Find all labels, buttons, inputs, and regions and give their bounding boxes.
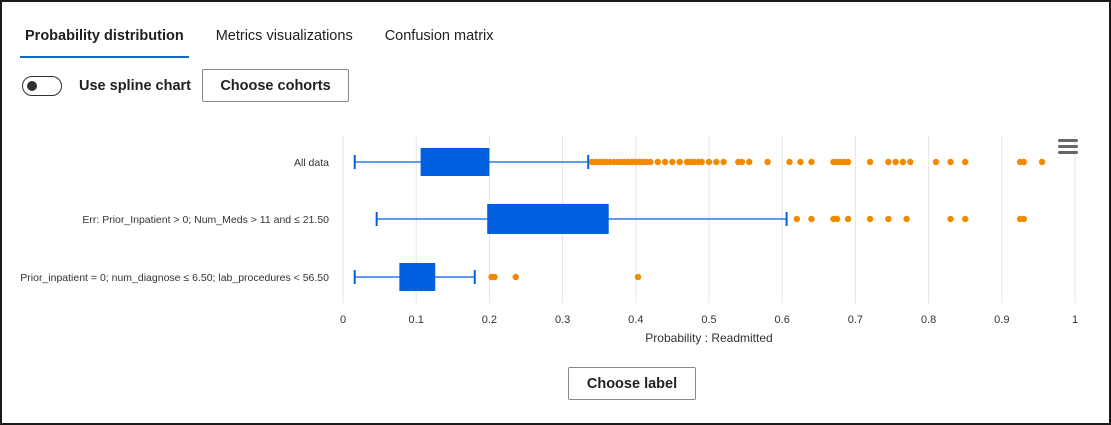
outlier-point [844,158,852,166]
outlier-point [705,158,713,166]
controls-row: Use spline chart Choose cohorts [22,69,350,102]
category-label: All data [294,157,329,169]
probability-chart: 0 0.1 0.2 0.3 0.4 0.5 0.6 0.7 0.8 0.9 1 Probability… [2,127,1109,357]
outlier-point [512,273,519,281]
choose-cohorts-button[interactable]: Choose cohorts [202,69,350,102]
x-tick-label: 0.3 [555,314,570,326]
outlier-point [1020,158,1027,166]
outlier-point [903,215,910,223]
x-tick-label: 1 [1072,314,1078,326]
x-tick-label: 0.4 [628,314,643,326]
x-tick-label: 0.7 [848,314,863,326]
outlier-point [669,158,676,166]
outlier-point [892,158,899,166]
tab-metrics-visualizations[interactable]: Metrics visualizations [215,28,353,44]
x-tick-label: 0.8 [921,314,936,326]
outlier-point [786,158,793,166]
outlier-point [899,158,907,166]
outlier-point [885,158,892,166]
chart-menu-icon[interactable] [1058,139,1078,155]
choose-label-button[interactable]: Choose label [568,367,696,400]
tab-probability-distribution[interactable]: Probability distribution [20,22,189,58]
outlier-point [885,215,892,223]
spline-chart-toggle[interactable] [22,75,62,96]
outlier-point [746,158,753,166]
box-iqr [399,263,436,291]
outlier-point [808,158,815,166]
outlier-point [713,158,720,166]
outlier-point [844,215,852,223]
x-axis-label: Probability : Readmitted [645,331,772,345]
outlier-point [947,215,954,223]
outlier-point [654,158,661,166]
outlier-point [764,158,771,166]
outlier-point [793,215,801,223]
x-tick-label: 0 [340,314,346,326]
outlier-point [634,273,642,281]
x-tick-label: 0.2 [482,314,497,326]
outlier-point [962,158,969,166]
outlier-point [797,158,804,166]
outlier-point [491,273,498,281]
outlier-point [808,215,815,223]
outlier-point [962,215,969,223]
tab-confusion-matrix[interactable]: Confusion matrix [384,28,494,44]
toggle-knob [27,80,37,91]
tab-bar: Probability distribution Metrics visuali… [20,22,521,58]
outlier-point [866,158,874,166]
x-tick-label: 0.5 [701,314,716,326]
outlier-point [738,158,746,166]
outlier-point [833,215,841,223]
boxplot-svg: 0 0.1 0.2 0.3 0.4 0.5 0.6 0.7 0.8 0.9 1 Probability… [20,135,1078,345]
outlier-point [698,158,705,166]
outlier-point [676,158,683,166]
outlier-point [661,158,669,166]
box-iqr [420,148,490,176]
spline-chart-label: Use spline chart [79,77,192,94]
x-tick-label: 0.9 [994,314,1009,326]
outlier-point [1020,215,1027,223]
outlier-point [647,158,654,166]
outlier-point [907,158,914,166]
outlier-point [947,158,954,166]
outlier-point [1038,158,1046,166]
outlier-point [866,215,874,223]
outlier-point [720,158,727,166]
category-label: Prior_inpatient = 0; num_diagnose ≤ 6.50… [20,272,329,284]
outlier-point [932,158,940,166]
x-tick-label: 0.6 [775,314,790,326]
category-label: Err: Prior_Inpatient > 0; Num_Meds > 11 … [82,214,329,226]
x-tick-label: 0.1 [409,314,424,326]
